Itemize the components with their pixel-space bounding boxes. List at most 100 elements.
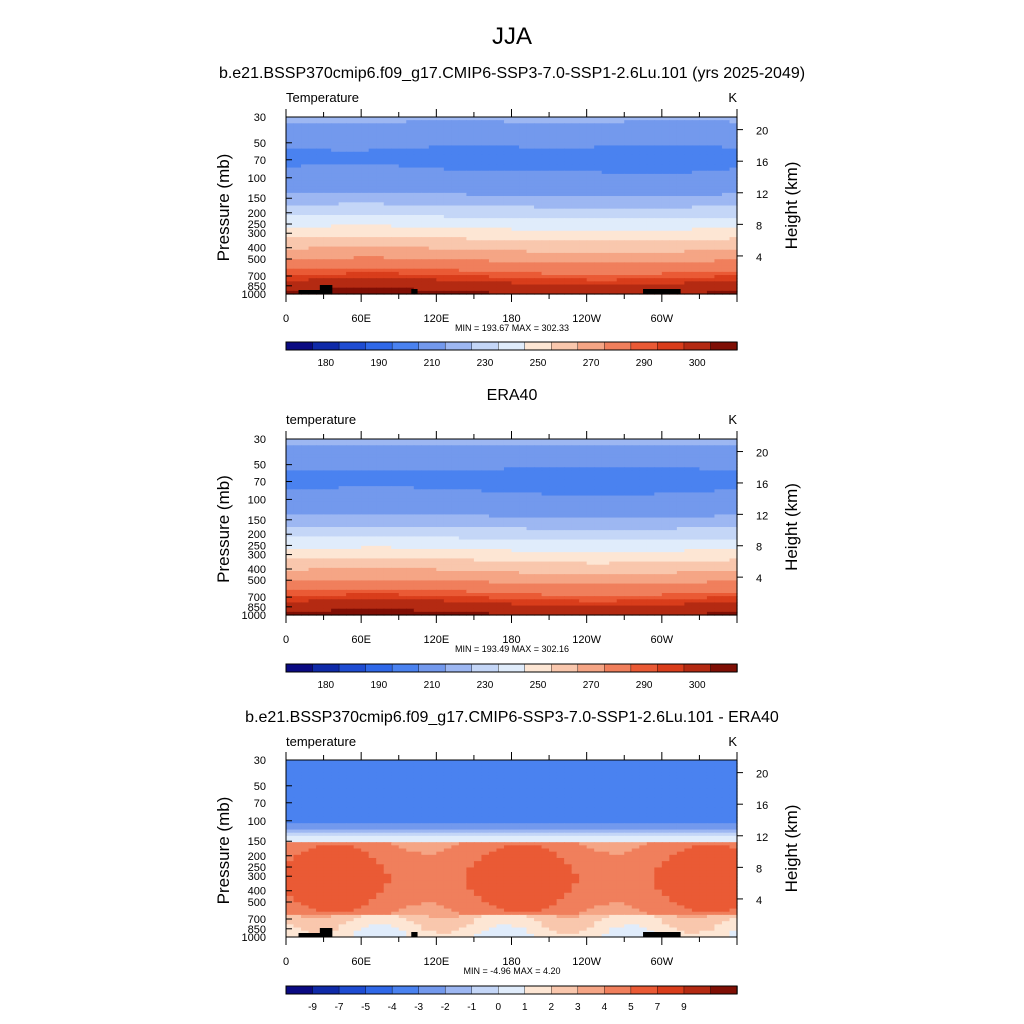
contour-cell <box>503 448 513 453</box>
contour-cell <box>571 192 580 197</box>
contour-cell <box>541 180 550 184</box>
contour-cell <box>526 262 535 267</box>
contour-cell <box>549 120 558 124</box>
contour-cell <box>721 287 731 292</box>
contour-cell <box>586 211 595 216</box>
contour-cell <box>451 489 460 494</box>
contour-cell <box>308 457 317 462</box>
contour-cell <box>601 259 610 263</box>
contour-cell <box>519 120 528 124</box>
contour-cell <box>646 473 655 478</box>
contour-cell <box>503 173 513 178</box>
contour-cell <box>586 148 595 153</box>
contour-cell <box>534 281 543 286</box>
contour-cell <box>646 139 655 143</box>
contour-cell <box>466 489 475 494</box>
contour-cell <box>616 205 625 210</box>
contour-cell <box>639 514 648 519</box>
contour-cell <box>466 256 475 260</box>
contour-cell <box>316 227 325 232</box>
contour-cell <box>691 177 701 181</box>
contour-cell <box>488 252 498 257</box>
contour-cell <box>503 186 513 191</box>
contour-cell <box>729 164 738 169</box>
contour-cell <box>541 167 550 172</box>
contour-cell <box>511 495 520 500</box>
contour-cell <box>616 492 625 497</box>
contour-cell <box>609 249 618 254</box>
contour-cell <box>301 139 310 143</box>
contour-cell <box>669 275 678 279</box>
contour-cell <box>353 161 362 166</box>
contour-cell <box>323 145 332 150</box>
contour-cell <box>519 145 528 150</box>
contour-cell <box>526 224 535 229</box>
contour-cell <box>383 189 392 194</box>
contour-cell <box>579 278 588 282</box>
contour-cell <box>586 464 595 468</box>
contour-cell <box>556 489 565 494</box>
contour-cell <box>338 439 347 443</box>
contour-cell <box>286 180 295 184</box>
contour-cell <box>473 205 483 210</box>
contour-cell <box>458 252 467 257</box>
contour-cell <box>406 470 415 475</box>
contour-cell <box>353 281 362 286</box>
contour-cell <box>706 167 716 172</box>
contour-cell <box>428 221 437 226</box>
contour-cell <box>594 230 603 235</box>
contour-cell <box>293 489 302 494</box>
contour-cell <box>556 281 565 286</box>
contour-cell <box>338 262 347 267</box>
contour-cell <box>631 117 640 121</box>
contour-cell <box>458 139 467 143</box>
contour-cell <box>676 492 685 497</box>
contour-cell <box>706 448 716 453</box>
contour-cell <box>699 117 708 121</box>
contour-cell <box>609 230 618 235</box>
contour-cell <box>639 246 648 251</box>
contour-cell <box>601 278 610 282</box>
contour-cell <box>361 240 370 245</box>
contour-cell <box>676 211 685 216</box>
contour-cell <box>451 256 460 260</box>
contour-cell <box>534 205 543 210</box>
contour-cell <box>609 123 618 128</box>
contour-cell <box>458 230 467 235</box>
contour-cell <box>316 511 325 516</box>
contour-cell <box>706 457 716 462</box>
contour-cell <box>301 252 310 257</box>
contour-cell <box>353 189 362 194</box>
contour-cell <box>594 158 603 162</box>
contour-cell <box>631 492 640 497</box>
contour-cell <box>346 461 355 465</box>
contour-cell <box>639 249 648 254</box>
contour-cell <box>466 464 475 468</box>
contour-cell <box>624 192 633 197</box>
contour-cell <box>684 284 693 289</box>
contour-cell <box>601 489 610 494</box>
contour-cell <box>338 259 347 263</box>
contour-cell <box>609 511 618 516</box>
contour-cell <box>473 281 483 286</box>
contour-cell <box>376 508 385 512</box>
contour-cell <box>383 252 392 257</box>
y-axis-label: Pressure (mb) <box>214 154 233 262</box>
contour-cell <box>443 259 452 263</box>
contour-cell <box>503 252 513 257</box>
contour-cell <box>473 259 483 263</box>
contour-cell <box>691 145 701 150</box>
contour-cell <box>286 498 295 503</box>
contour-cell <box>519 202 528 207</box>
contour-cell <box>308 177 317 181</box>
contour-cell <box>488 448 498 453</box>
contour-cell <box>391 227 400 232</box>
contour-cell <box>631 505 640 509</box>
colorbar-label: 290 <box>636 358 653 369</box>
contour-cell <box>368 271 377 276</box>
contour-cell <box>503 464 513 468</box>
contour-cell <box>353 196 362 200</box>
contour-cell <box>661 199 670 203</box>
contour-cell <box>421 186 430 191</box>
contour-cell <box>564 290 573 295</box>
